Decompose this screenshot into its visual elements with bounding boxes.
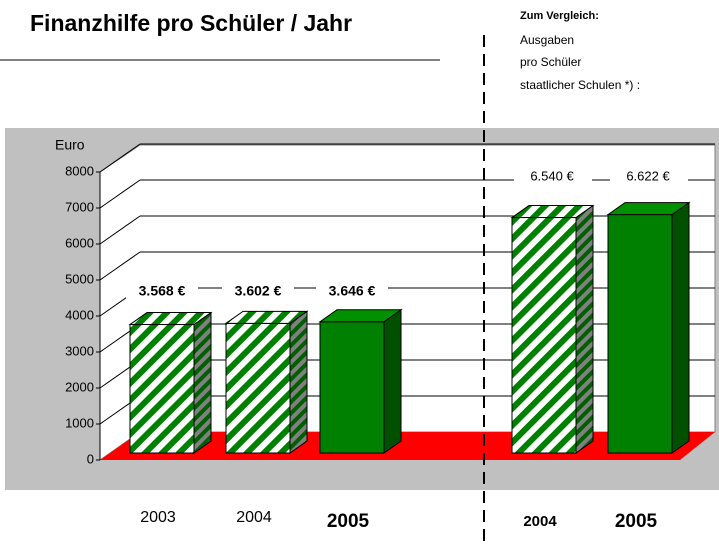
bar-side [671,201,690,454]
y-axis-label: Euro [55,137,85,153]
grid-line [99,179,141,209]
bar-top [128,312,213,326]
x-tick-label: 2004 [236,509,272,526]
note: pro Schüler [520,55,581,69]
bar-side [383,308,402,454]
y-tick-label: 5000 [65,271,94,286]
value-label-bg [222,282,294,302]
y-tick-label: 3000 [65,343,94,358]
y-tick-label: 7000 [65,199,94,214]
value-label: 6.540 € [530,168,574,183]
value-label: 3.646 € [329,283,376,299]
value-label-bg [610,165,688,189]
x-tick-label: 2003 [140,509,176,526]
bar [607,214,673,454]
chart-title: Finanzhilfe pro Schüler / Jahr [30,10,352,36]
bar-side [289,310,308,454]
bar-side [193,311,212,454]
y-tick-label: 1000 [65,415,94,430]
value-label-bg [126,282,198,302]
note: staatlicher Schulen *) : [520,78,640,92]
y-tick-label: 6000 [65,235,94,250]
value-label: 3.568 € [139,283,186,299]
bar-top [606,202,691,216]
x-tick-label: 2004 [523,513,557,530]
value-label-bg [316,282,388,302]
grid-line [99,215,141,245]
x-tick-label: 2005 [615,511,658,532]
bar [225,322,291,454]
value-label: 3.602 € [235,283,282,299]
bar [511,217,577,454]
y-tick-label: 0 [87,451,94,466]
bar-side [575,204,594,454]
note: Ausgaben [520,33,574,47]
y-tick-label: 4000 [65,307,94,322]
bar [319,321,385,454]
bar-top [318,309,403,323]
x-tick-label: 2005 [327,511,370,532]
note: Zum Vergleich: [520,10,599,22]
grid-line [99,251,141,281]
bar [129,324,195,454]
y-tick-label: 2000 [65,379,94,394]
y-tick-label: 8000 [65,163,94,178]
value-label-bg [514,165,592,189]
bar-top [510,205,595,219]
grid-line [99,143,141,173]
bar-top [224,310,309,324]
value-label: 6.622 € [626,168,670,183]
